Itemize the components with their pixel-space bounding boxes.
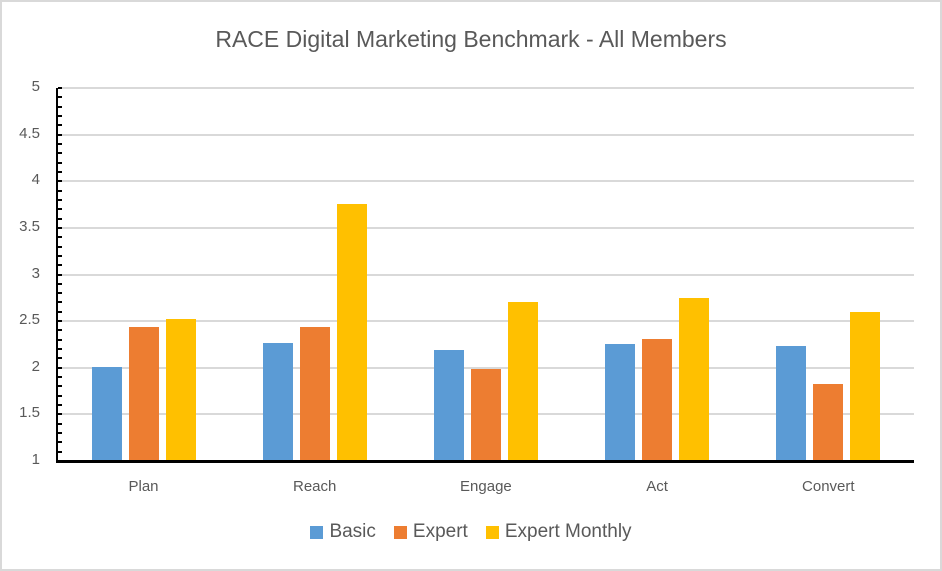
y-minor-tick: [58, 245, 62, 248]
y-minor-tick: [58, 404, 62, 407]
y-minor-tick: [58, 114, 62, 117]
y-minor-tick: [58, 180, 62, 183]
x-tick-label: Engage: [460, 478, 512, 495]
y-tick-label: 3.5: [19, 217, 40, 235]
gridline: [58, 226, 914, 229]
bar-expert-monthly-plan: [165, 319, 196, 461]
bar-basic-act: [605, 343, 636, 461]
y-minor-tick: [58, 105, 62, 108]
y-minor-tick: [58, 348, 62, 351]
gridline: [58, 133, 914, 136]
legend-label: Expert Monthly: [504, 521, 632, 542]
y-minor-tick: [58, 329, 62, 332]
gridline: [58, 180, 914, 183]
y-minor-tick: [58, 422, 62, 425]
y-minor-tick: [58, 376, 62, 379]
y-minor-tick: [58, 208, 62, 211]
y-minor-tick: [58, 310, 62, 313]
y-tick-label: 3: [31, 264, 40, 282]
y-minor-tick: [58, 394, 62, 397]
legend-item: Basic: [310, 521, 376, 543]
bar-basic-convert: [776, 346, 807, 461]
legend-swatch-icon: [310, 525, 324, 539]
gridline: [58, 366, 914, 369]
chart-title: RACE Digital Marketing Benchmark - All M…: [215, 26, 727, 52]
y-minor-tick: [58, 441, 62, 444]
bar-expert-monthly-reach: [336, 203, 367, 461]
y-minor-tick: [58, 432, 62, 435]
y-minor-tick: [58, 96, 62, 99]
y-minor-tick: [58, 217, 62, 220]
y-minor-tick: [58, 170, 62, 173]
y-minor-tick: [58, 450, 62, 453]
y-minor-tick: [58, 385, 62, 388]
y-minor-tick: [58, 413, 62, 416]
gridline: [58, 320, 914, 323]
bar-expert-act: [642, 338, 673, 461]
y-minor-tick: [58, 133, 62, 136]
y-minor-tick: [58, 273, 62, 276]
y-minor-tick: [58, 282, 62, 285]
legend-label: Expert: [412, 521, 468, 542]
y-minor-tick: [58, 366, 62, 369]
y-minor-tick: [58, 198, 62, 201]
y-minor-tick: [58, 320, 62, 323]
gridline: [58, 87, 914, 89]
x-axis-line: [56, 460, 914, 463]
y-axis-line: [56, 88, 58, 462]
x-tick-label: Reach: [293, 478, 337, 495]
bar-expert-convert: [813, 383, 844, 461]
y-minor-tick: [58, 254, 62, 257]
legend-item: Expert: [393, 521, 468, 543]
y-minor-tick: [58, 152, 62, 155]
y-tick-label: 5: [31, 78, 40, 95]
legend-item: Expert Monthly: [485, 521, 632, 543]
y-tick-label: 4: [31, 171, 40, 189]
y-minor-tick: [58, 236, 62, 239]
x-tick-label: Plan: [128, 478, 159, 495]
y-tick-label: 4.5: [19, 124, 40, 142]
bar-expert-reach: [299, 326, 330, 461]
bar-basic-reach: [262, 342, 293, 461]
y-minor-tick: [58, 161, 62, 164]
y-minor-tick: [58, 142, 62, 145]
bar-expert-monthly-convert: [850, 311, 881, 461]
bar-expert-engage: [471, 368, 501, 461]
y-minor-tick: [58, 264, 62, 267]
y-tick-label: 1: [31, 451, 40, 468]
bar-expert-monthly-engage: [508, 302, 538, 461]
y-minor-tick: [58, 87, 62, 89]
bar-expert-monthly-act: [679, 297, 710, 461]
y-minor-tick: [58, 301, 62, 304]
y-minor-tick: [58, 357, 62, 360]
gridline: [58, 273, 914, 276]
y-minor-tick: [58, 189, 62, 192]
x-tick-label: Convert: [802, 478, 855, 495]
bar-basic-plan: [91, 366, 122, 461]
y-tick-label: 2.5: [19, 311, 40, 329]
bar-expert-plan: [128, 326, 159, 461]
legend-swatch-icon: [393, 525, 407, 539]
legend-swatch-icon: [485, 525, 499, 539]
legend: Basic Expert Expert Monthly: [0, 521, 942, 543]
y-tick-label: 2: [31, 357, 40, 375]
y-minor-tick: [58, 292, 62, 295]
legend-label: Basic: [329, 521, 376, 542]
y-minor-tick: [58, 124, 62, 127]
y-minor-tick: [58, 338, 62, 341]
bar-basic-engage: [434, 350, 464, 461]
x-tick-label: Act: [646, 478, 668, 495]
y-minor-tick: [58, 226, 62, 229]
y-tick-label: 1.5: [19, 404, 40, 422]
